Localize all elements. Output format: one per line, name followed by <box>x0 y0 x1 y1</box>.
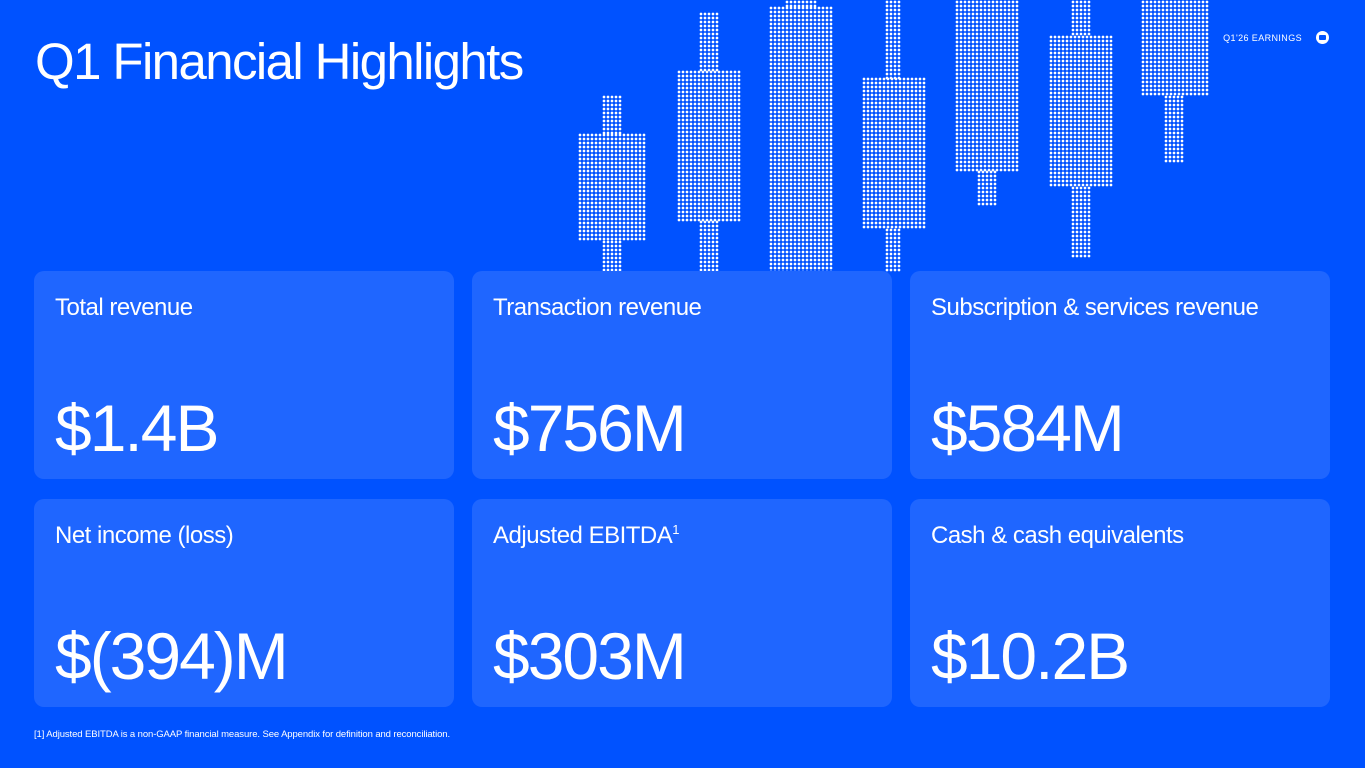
metric-value: $303M <box>493 619 687 693</box>
footnote: [1] Adjusted EBITDA is a non-GAAP financ… <box>34 729 450 740</box>
metric-card-subscription-services-revenue: Subscription & services revenue $584M <box>910 271 1330 479</box>
decorative-candlestick-graphic <box>578 0 1209 272</box>
metric-value: $10.2B <box>931 619 1130 693</box>
metric-label: Total revenue <box>55 294 193 321</box>
metric-label: Transaction revenue <box>493 294 702 321</box>
metric-label: Adjusted EBITDA1 <box>493 523 679 549</box>
metric-card-net-income: Net income (loss) $(394)M <box>34 499 454 707</box>
metric-card-transaction-revenue: Transaction revenue $756M <box>472 271 892 479</box>
footnote-ref: 1 <box>672 522 679 537</box>
metric-value: $584M <box>931 391 1125 465</box>
metric-value: $(394)M <box>55 619 289 693</box>
metric-label: Cash & cash equivalents <box>931 522 1184 549</box>
metric-label: Net income (loss) <box>55 522 234 549</box>
metric-value: $1.4B <box>55 391 219 465</box>
candlestick-dots <box>578 0 1209 272</box>
header-right: Q1'26 EARNINGS <box>1223 31 1329 44</box>
header-label: Q1'26 EARNINGS <box>1223 32 1302 43</box>
metric-card-cash-equivalents: Cash & cash equivalents $10.2B <box>910 499 1330 707</box>
metric-card-adjusted-ebitda: Adjusted EBITDA1 $303M <box>472 499 892 707</box>
page-title: Q1 Financial Highlights <box>35 33 524 90</box>
metric-value: $756M <box>493 391 687 465</box>
brand-logo-icon <box>1316 31 1329 44</box>
metric-card-total-revenue: Total revenue $1.4B <box>34 271 454 479</box>
metric-label: Subscription & services revenue <box>931 294 1259 321</box>
metric-label-text: Adjusted EBITDA <box>493 522 673 549</box>
